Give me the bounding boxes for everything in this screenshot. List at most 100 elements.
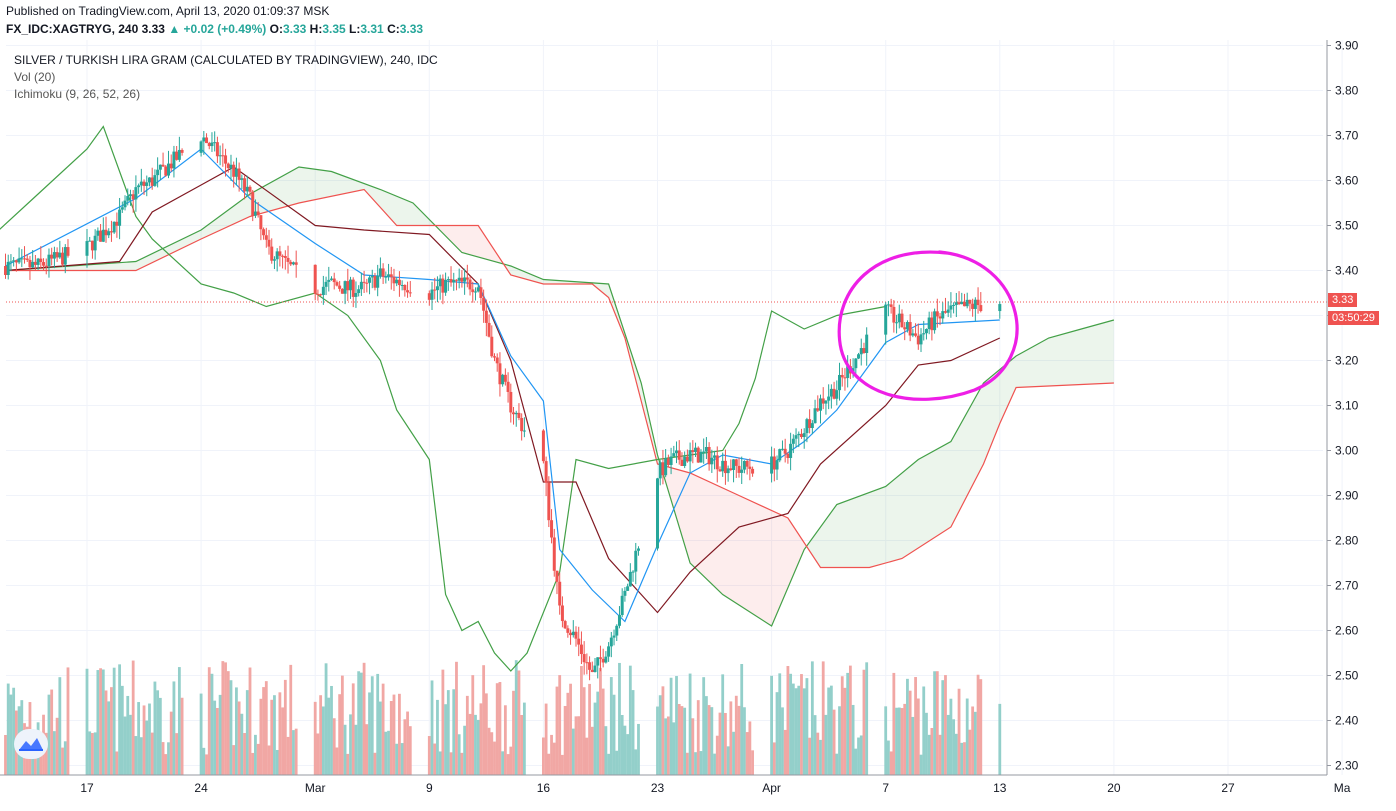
volume-bar xyxy=(715,735,719,775)
volume-bar xyxy=(897,707,901,775)
span-a-line xyxy=(5,166,1115,627)
candle-body xyxy=(202,137,206,142)
low-label: L: xyxy=(349,22,361,36)
volume-bar xyxy=(998,703,1002,775)
volume-bar xyxy=(544,703,548,775)
volume-bar xyxy=(900,708,904,775)
candle-body xyxy=(6,261,10,275)
volume-bar xyxy=(4,734,7,775)
volume-bar xyxy=(199,693,203,775)
volume-bar xyxy=(908,690,912,775)
volume-bar xyxy=(142,705,146,775)
volume-bar xyxy=(343,724,347,775)
candle-body xyxy=(44,265,48,267)
candle-body xyxy=(351,279,355,297)
candle-body xyxy=(590,669,594,673)
volume-bar xyxy=(180,697,184,775)
volume-bar xyxy=(490,732,494,775)
volume-bar xyxy=(865,662,869,775)
volume-bar xyxy=(925,712,928,775)
candle-body xyxy=(919,334,923,345)
last-price: 3.33 xyxy=(141,22,165,36)
candle-body xyxy=(998,304,1002,312)
volume-bar xyxy=(471,675,475,775)
candle-body xyxy=(571,631,575,636)
volume-bar xyxy=(286,736,290,775)
candle-body xyxy=(563,621,567,629)
volume-bar xyxy=(770,675,773,775)
volume-bar xyxy=(827,687,831,775)
volume-bar xyxy=(501,751,505,775)
candle-body xyxy=(400,284,404,286)
volume-bar xyxy=(9,694,13,775)
candle-body xyxy=(175,151,179,160)
candle-body xyxy=(498,363,502,385)
cloud-fill xyxy=(808,320,1114,568)
candle-body xyxy=(438,278,442,287)
volume-bar xyxy=(604,726,608,775)
candle-body xyxy=(612,635,616,638)
candle-body xyxy=(441,278,445,293)
volume-bar xyxy=(637,723,640,775)
volume-bar xyxy=(39,739,43,775)
volume-bar xyxy=(251,752,255,775)
candle-body xyxy=(180,149,184,153)
candle-body xyxy=(596,657,600,666)
volume-bar xyxy=(957,688,961,775)
volume-bar xyxy=(916,698,920,775)
volume-bar xyxy=(805,678,809,775)
volume-bar xyxy=(444,704,447,775)
legend-title: SILVER / TURKISH LIRA GRAM (CALCULATED B… xyxy=(14,53,438,67)
volume-bar xyxy=(963,742,966,775)
candle-body xyxy=(482,297,486,311)
volume-bar xyxy=(53,731,56,775)
candle-body xyxy=(973,299,977,309)
candle-body xyxy=(381,268,385,277)
legend-volume[interactable]: Vol (20) xyxy=(14,70,56,84)
volume-bar xyxy=(599,667,602,775)
up-triangle-icon: ▲ xyxy=(168,22,181,36)
candle-body xyxy=(862,348,866,354)
candle-body xyxy=(243,178,247,192)
volume-bar xyxy=(628,665,632,775)
candle-body xyxy=(601,658,605,663)
candle-body xyxy=(468,279,472,290)
candle-body xyxy=(672,453,676,457)
candle-body xyxy=(376,275,380,288)
candle-body xyxy=(503,374,507,382)
volume-bar xyxy=(115,751,119,775)
candle-body xyxy=(957,302,961,305)
volume-bar xyxy=(705,696,708,775)
volume-bar xyxy=(509,746,513,775)
candle-body xyxy=(927,317,931,330)
volume-bar xyxy=(634,749,638,775)
close-label: C: xyxy=(387,22,400,36)
volume-bar xyxy=(933,671,936,775)
candle-body xyxy=(677,450,681,460)
candle-body xyxy=(115,221,119,226)
candle-body xyxy=(112,221,116,233)
volume-bar xyxy=(327,697,331,775)
candle-body xyxy=(215,142,219,157)
tradingview-logo[interactable] xyxy=(14,729,48,759)
candle-body xyxy=(558,581,562,606)
candle-body xyxy=(370,276,374,278)
volume-bar xyxy=(319,695,323,775)
candle-body xyxy=(427,293,431,300)
legend-ichimoku[interactable]: Ichimoku (9, 26, 52, 26) xyxy=(14,87,141,101)
candle-body xyxy=(446,279,450,281)
candle-body xyxy=(748,466,752,469)
candle-body xyxy=(454,279,458,281)
volume-bar xyxy=(688,673,692,775)
change-value: +0.02 (+0.49%) xyxy=(183,22,267,36)
candle-body xyxy=(751,468,755,474)
volume-bar xyxy=(914,677,917,775)
volume-bar xyxy=(235,687,238,775)
volume-bar xyxy=(743,707,746,775)
volume-bar xyxy=(332,718,336,775)
candle-body xyxy=(620,595,624,616)
volume-bar xyxy=(734,695,738,775)
volume-bar xyxy=(854,748,858,775)
candle-body xyxy=(435,286,439,291)
